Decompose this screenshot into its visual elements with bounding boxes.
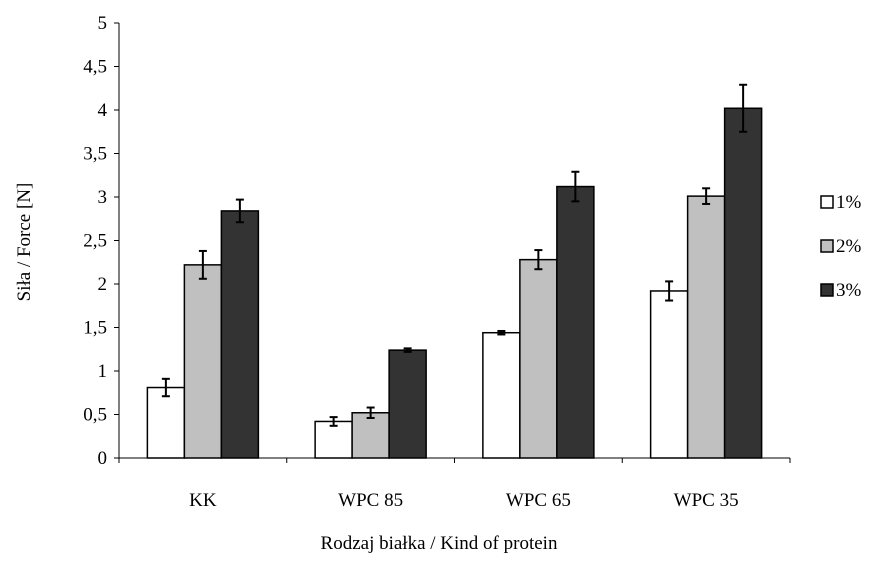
legend: 1% 2% 3% — [820, 192, 862, 301]
y-tick-label: 4,5 — [83, 57, 107, 78]
y-tick-label: 4 — [98, 100, 108, 121]
legend-label: 3% — [836, 280, 862, 301]
y-axis: 0 0,5 1 1,5 2 2,5 3 3,5 4 4,5 5 — [83, 13, 120, 469]
legend-label: 2% — [836, 236, 862, 257]
bar — [183, 264, 223, 459]
y-tick-label: 0,5 — [83, 405, 107, 426]
legend-swatch — [820, 239, 834, 253]
y-tick-label: 2,5 — [83, 231, 107, 252]
x-tick-label: WPC 35 — [674, 490, 739, 511]
y-tick-label: 0 — [98, 448, 108, 469]
legend-swatch — [820, 195, 834, 209]
bar — [649, 290, 689, 459]
legend-swatch — [820, 283, 834, 297]
bar — [556, 185, 595, 459]
legend-label: 1% — [836, 192, 862, 213]
y-tick-label: 2 — [98, 274, 108, 295]
y-tick-label: 3,5 — [83, 144, 107, 165]
bar — [519, 258, 558, 459]
bar-groups — [146, 83, 763, 459]
bar — [314, 420, 353, 459]
x-axis-title: Rodzaj białka / Kind of protein — [321, 533, 558, 554]
bar — [482, 331, 521, 459]
y-tick-label: 1,5 — [83, 318, 107, 339]
bar — [686, 195, 726, 459]
bar — [220, 210, 260, 459]
y-axis-title: Siła / Force [N] — [14, 183, 35, 302]
bar — [388, 349, 427, 459]
y-tick-label: 1 — [98, 361, 108, 382]
bar — [723, 107, 763, 459]
bar — [351, 412, 390, 459]
x-axis: KK WPC 85 WPC 65 WPC 35 — [118, 457, 791, 511]
x-tick-label: WPC 85 — [338, 490, 403, 511]
bar — [146, 386, 186, 459]
y-tick-label: 5 — [98, 13, 108, 34]
y-tick-label: 3 — [98, 187, 108, 208]
x-tick-label: WPC 65 — [506, 490, 571, 511]
x-tick-label: KK — [189, 490, 217, 511]
